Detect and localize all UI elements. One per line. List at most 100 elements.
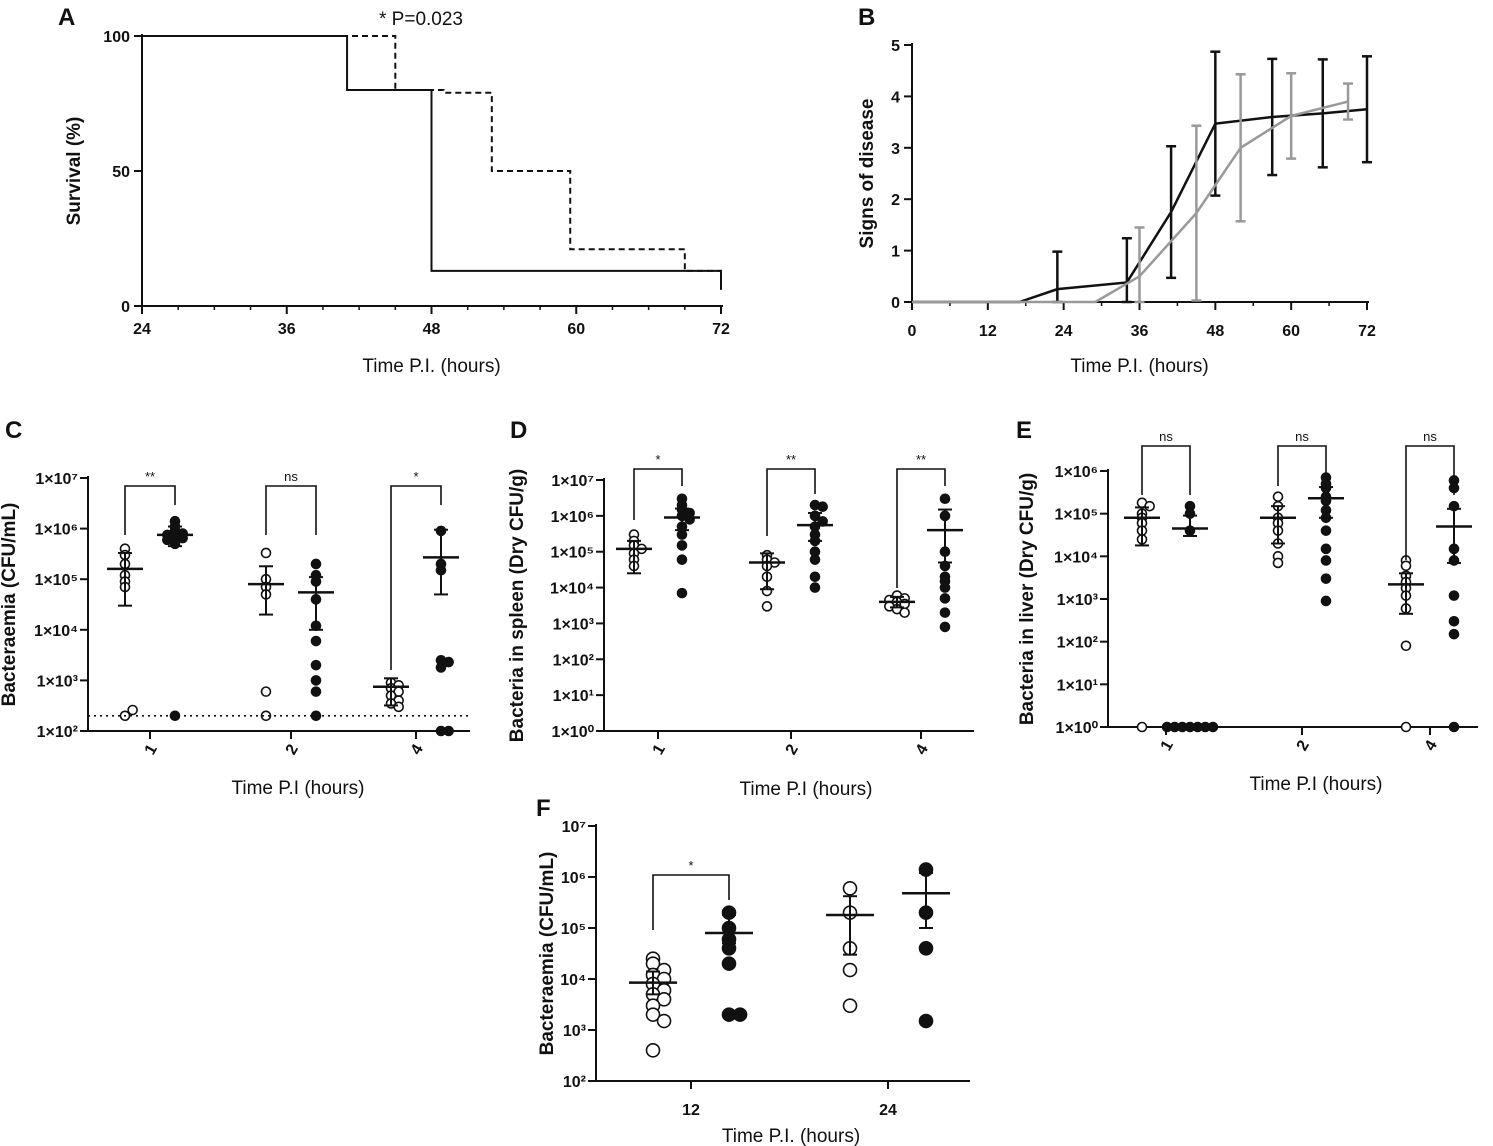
y-tick-label: 2 [891, 192, 900, 209]
panel-letter-e: E [1016, 417, 1032, 444]
survival-curve-dashed [142, 35, 722, 290]
y-tick-label: 1×10⁵ [34, 572, 78, 589]
y-tick-label: 1×10⁶ [35, 522, 78, 539]
significance-label: * [413, 469, 418, 484]
x-axis-label: Time P.I. (hours) [1070, 356, 1208, 377]
data-point-filled [676, 587, 688, 599]
data-point-filled [809, 554, 821, 565]
significance-label: ns [1295, 429, 1309, 444]
y-tick-label: 10⁶ [561, 870, 586, 887]
y-tick-label: 10⁴ [560, 972, 586, 989]
significance-bracket [390, 485, 442, 670]
data-point-filled [809, 571, 821, 583]
data-point-filled [1320, 525, 1332, 536]
data-point-open [656, 991, 672, 1007]
data-point-open [260, 547, 272, 559]
disease-line-grey [912, 100, 1349, 304]
significance-label: ns [1159, 429, 1173, 444]
data-point-filled [809, 582, 821, 593]
y-tick-label: 1×10¹ [553, 688, 594, 705]
y-tick-label: 1×10³ [37, 673, 78, 690]
y-tick-label: 1×10⁷ [551, 473, 594, 490]
y-tick-label: 4 [891, 89, 900, 106]
data-point-open [899, 607, 910, 618]
x-tick-label: 1 [650, 742, 669, 758]
data-point-filled [1320, 543, 1332, 555]
x-tick-label: 2 [783, 742, 802, 758]
significance-label: ns [284, 469, 298, 484]
data-point-open [656, 1013, 672, 1029]
y-tick-label: 1×10⁴ [34, 623, 78, 640]
y-tick-label: 100 [103, 29, 130, 46]
panel-d-spleen-chart: 1×10⁰ 1×10¹ 1×10² 1×10³ 1×10⁴ 1×10⁵ 1×10⁶ 1×10⁷… [507, 452, 974, 800]
data-point-open [1400, 721, 1412, 733]
panel-a-survival-chart: 0 50 100 24 36 48 60 72 Survival (%) Time P.I. (h… [64, 9, 730, 377]
x-tick-label: 2 [1294, 738, 1313, 754]
x-tick-label: 12 [682, 1102, 700, 1119]
x-tick-label: 24 [1055, 323, 1073, 340]
data-point-filled [1448, 628, 1460, 640]
significance-bracket [1405, 445, 1455, 560]
y-tick-label: 10⁵ [561, 921, 586, 938]
data-point-filled [310, 558, 322, 570]
x-axis-label: Time P.I. (hours) [362, 356, 500, 377]
panel-letter-a: A [58, 4, 75, 31]
survival-curve-solid [142, 35, 722, 290]
y-tick-label: 1×10⁵ [1054, 507, 1098, 524]
y-tick-label: 0 [121, 299, 130, 316]
data-point-open [1272, 491, 1284, 502]
data-point-open [1136, 721, 1148, 733]
data-point-filled [1207, 721, 1219, 733]
y-tick-label: 1×10² [37, 724, 78, 741]
y-axis-label: Bacteria in liver (Dry CFU/g) [1017, 473, 1038, 725]
x-tick-label: 60 [567, 321, 585, 338]
y-tick-label: 1×10³ [553, 616, 594, 633]
data-point-open [1272, 557, 1284, 569]
data-point-filled [939, 621, 951, 633]
data-point-filled [1161, 721, 1173, 733]
y-tick-label: 1×10² [553, 652, 594, 669]
data-point-open [1144, 500, 1155, 512]
significance-label: * [688, 858, 693, 873]
y-tick-label: 1 [891, 244, 900, 261]
y-axis-label: Bacteraemia (CFU/mL) [537, 852, 558, 1056]
y-tick-label: 1×10² [1057, 635, 1098, 652]
panel-letter-f: F [536, 795, 551, 822]
data-point-open [260, 710, 272, 722]
panel-letter-d: D [510, 417, 527, 444]
data-point-filled [1320, 573, 1332, 584]
y-axis-label: Bacteria in spleen (Dry CFU/g) [507, 469, 528, 742]
data-point-open [645, 1007, 661, 1022]
data-point-filled [684, 514, 695, 525]
y-tick-label: 1×10³ [1057, 592, 1098, 609]
y-tick-label: 1×10⁰ [552, 724, 595, 741]
x-tick-label: 4 [408, 742, 427, 758]
y-tick-label: 50 [112, 164, 130, 181]
data-point-filled [310, 659, 322, 671]
data-point-filled [939, 582, 951, 593]
x-axis-label: Time P.I. (hours) [722, 1126, 860, 1146]
data-point-filled [443, 656, 454, 668]
x-tick-label: 24 [133, 321, 151, 338]
x-tick-label: 0 [908, 323, 917, 340]
panel-letter-c: C [5, 417, 22, 444]
x-tick-label: 24 [879, 1102, 897, 1119]
x-tick-label: 72 [1358, 323, 1376, 340]
significance-label: * [655, 452, 660, 467]
data-point-open [393, 701, 404, 713]
data-point-filled [1448, 590, 1460, 601]
x-tick-label: 72 [712, 321, 730, 338]
y-tick-label: 1×10¹ [1057, 677, 1098, 694]
data-point-open [645, 1042, 661, 1058]
data-point-filled [918, 940, 934, 956]
data-point-open [1400, 560, 1412, 572]
data-point-open [761, 601, 773, 612]
y-tick-label: 1×10⁶ [551, 509, 594, 526]
x-axis-label: Time P.I (hours) [231, 778, 364, 799]
y-tick-label: 1×10⁶ [1055, 464, 1098, 481]
data-point-open [1400, 640, 1412, 652]
data-point-open [127, 704, 138, 716]
x-tick-label: 12 [979, 323, 997, 340]
